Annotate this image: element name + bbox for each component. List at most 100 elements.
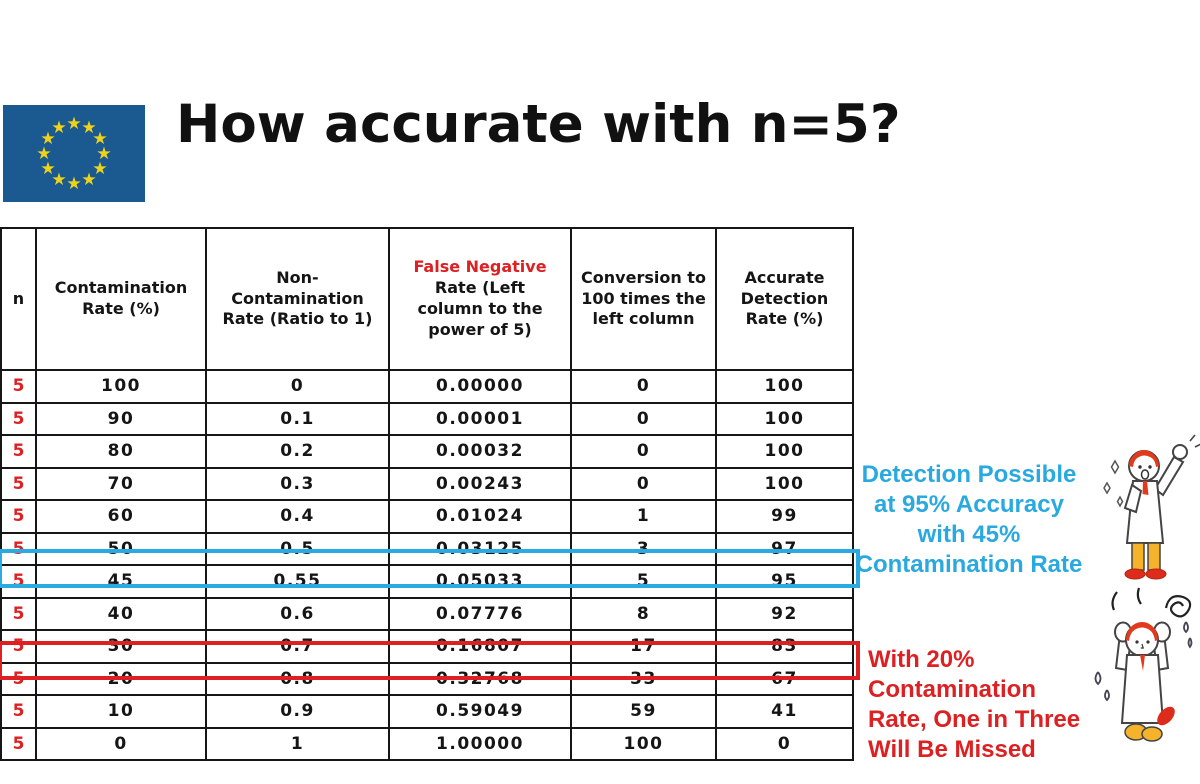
cell-n: 5: [0, 694, 37, 729]
table-header-row: n Contamination Rate (%) Non- Contaminat…: [0, 227, 854, 371]
cell-accurate-detection-rate: 83: [715, 629, 854, 664]
cell-false-negative-rate: 0.01024: [388, 499, 572, 534]
data-table: n Contamination Rate (%) Non- Contaminat…: [0, 227, 854, 761]
cell-non-contamination-rate: 0.5: [205, 531, 390, 566]
cell-false-negative-rate: 0.59049: [388, 694, 572, 729]
column-header-contamination: Contamination Rate (%): [35, 227, 207, 371]
cell-accurate-detection-rate: 41: [715, 694, 854, 729]
page-title: How accurate with n=5?: [176, 94, 901, 155]
table-row: 5 40 0.6 0.07776 8 92: [0, 596, 854, 631]
cell-non-contamination-rate: 0.55: [205, 564, 390, 599]
scribble-icon: [1164, 595, 1192, 618]
cell-n: 5: [0, 629, 37, 664]
cell-conversion: 17: [570, 629, 717, 664]
cell-conversion: 59: [570, 694, 717, 729]
cell-accurate-detection-rate: 92: [715, 596, 854, 631]
table-row: 5 60 0.4 0.01024 1 99: [0, 499, 854, 534]
column-header-conversion: Conversion to 100 times the left column: [570, 227, 717, 371]
cell-contamination-rate: 30: [35, 629, 207, 664]
table-row: 5 50 0.5 0.03125 3 97: [0, 531, 854, 566]
sweat-drop-icon: [1183, 621, 1189, 634]
cell-n: 5: [0, 369, 37, 404]
column-header-non-contamination: Non- Contamination Rate (Ratio to 1): [205, 227, 390, 371]
cell-non-contamination-rate: 0.6: [205, 596, 390, 631]
sweat-drop-icon: [1104, 689, 1110, 702]
table-row: 5 100 0 0.00000 0 100: [0, 369, 854, 404]
cell-false-negative-rate: 0.05033: [388, 564, 572, 599]
column-header-accurate-detection: Accurate Detection Rate (%): [715, 227, 854, 371]
cell-non-contamination-rate: 0: [205, 369, 390, 404]
cell-conversion: 1: [570, 499, 717, 534]
sparkle-icon: [1116, 495, 1124, 508]
header-label: Conversion to 100 times the left column: [581, 267, 706, 329]
table-row: 5 0 1 1.00000 100 0: [0, 726, 854, 761]
cell-false-negative-rate: 0.00000: [388, 369, 572, 404]
cell-accurate-detection-rate: 0: [715, 726, 854, 761]
table-row: 5 70 0.3 0.00243 0 100: [0, 466, 854, 501]
sweat-drop-icon: [1187, 637, 1193, 649]
cell-non-contamination-rate: 0.8: [205, 661, 390, 696]
cell-accurate-detection-rate: 97: [715, 531, 854, 566]
cell-conversion: 5: [570, 564, 717, 599]
cell-contamination-rate: 20: [35, 661, 207, 696]
cell-false-negative-rate: 0.00001: [388, 401, 572, 436]
cell-accurate-detection-rate: 100: [715, 401, 854, 436]
distressed-scientist-illustration: [1094, 587, 1193, 742]
table-body: 5 100 0 0.00000 0 100 5 90 0.1 0.00001 0…: [0, 369, 854, 761]
cell-n: 5: [0, 434, 37, 469]
column-header-false-negative: False Negative Rate (Left column to the p…: [388, 227, 572, 371]
cell-n: 5: [0, 661, 37, 696]
table-row: 5 45 0.55 0.05033 5 95: [0, 564, 854, 599]
cell-false-negative-rate: 0.03125: [388, 531, 572, 566]
cell-contamination-rate: 90: [35, 401, 207, 436]
cell-contamination-rate: 0: [35, 726, 207, 761]
cell-contamination-rate: 50: [35, 531, 207, 566]
cell-n: 5: [0, 726, 37, 761]
cell-n: 5: [0, 499, 37, 534]
cell-n: 5: [0, 531, 37, 566]
red-annotation: With 20% Contamination Rate, One in Thre…: [868, 646, 1081, 763]
cell-contamination-rate: 60: [35, 499, 207, 534]
column-header-n: n: [0, 227, 37, 371]
cell-contamination-rate: 70: [35, 466, 207, 501]
blue-annotation: Detection Possible at 95% Accuracy with …: [855, 461, 1083, 578]
cell-non-contamination-rate: 0.7: [205, 629, 390, 664]
cell-contamination-rate: 10: [35, 694, 207, 729]
cell-contamination-rate: 80: [35, 434, 207, 469]
cell-false-negative-rate: 1.00000: [388, 726, 572, 761]
cell-accurate-detection-rate: 100: [715, 369, 854, 404]
sweat-drop-icon: [1094, 671, 1102, 686]
eu-flag-logo: [3, 105, 145, 202]
cell-contamination-rate: 45: [35, 564, 207, 599]
cell-conversion: 0: [570, 466, 717, 501]
cell-non-contamination-rate: 0.3: [205, 466, 390, 501]
cell-conversion: 3: [570, 531, 717, 566]
cell-conversion: 0: [570, 401, 717, 436]
cell-conversion: 8: [570, 596, 717, 631]
sparkle-icon: [1103, 481, 1111, 495]
cell-conversion: 33: [570, 661, 717, 696]
table-row: 5 10 0.9 0.59049 59 41: [0, 694, 854, 729]
happy-scientist-illustration: [1103, 434, 1200, 580]
cell-accurate-detection-rate: 100: [715, 466, 854, 501]
cell-non-contamination-rate: 0.9: [205, 694, 390, 729]
header-label-red: False Negative: [413, 257, 547, 277]
cell-non-contamination-rate: 0.1: [205, 401, 390, 436]
table-row: 5 80 0.2 0.00032 0 100: [0, 434, 854, 469]
sparkle-icon: [1110, 459, 1120, 475]
cell-conversion: 100: [570, 726, 717, 761]
cell-contamination-rate: 40: [35, 596, 207, 631]
header-label: Contamination Rate (%): [54, 278, 188, 318]
cell-non-contamination-rate: 0.2: [205, 434, 390, 469]
cell-conversion: 0: [570, 434, 717, 469]
cell-n: 5: [0, 466, 37, 501]
cell-accurate-detection-rate: 67: [715, 661, 854, 696]
cell-non-contamination-rate: 1: [205, 726, 390, 761]
cell-false-negative-rate: 0.16807: [388, 629, 572, 664]
cell-false-negative-rate: 0.07776: [388, 596, 572, 631]
cell-accurate-detection-rate: 95: [715, 564, 854, 599]
header-label: Rate (Left column to the power of 5): [417, 278, 543, 339]
header-label: Accurate Detection Rate (%): [740, 267, 829, 329]
cell-accurate-detection-rate: 100: [715, 434, 854, 469]
